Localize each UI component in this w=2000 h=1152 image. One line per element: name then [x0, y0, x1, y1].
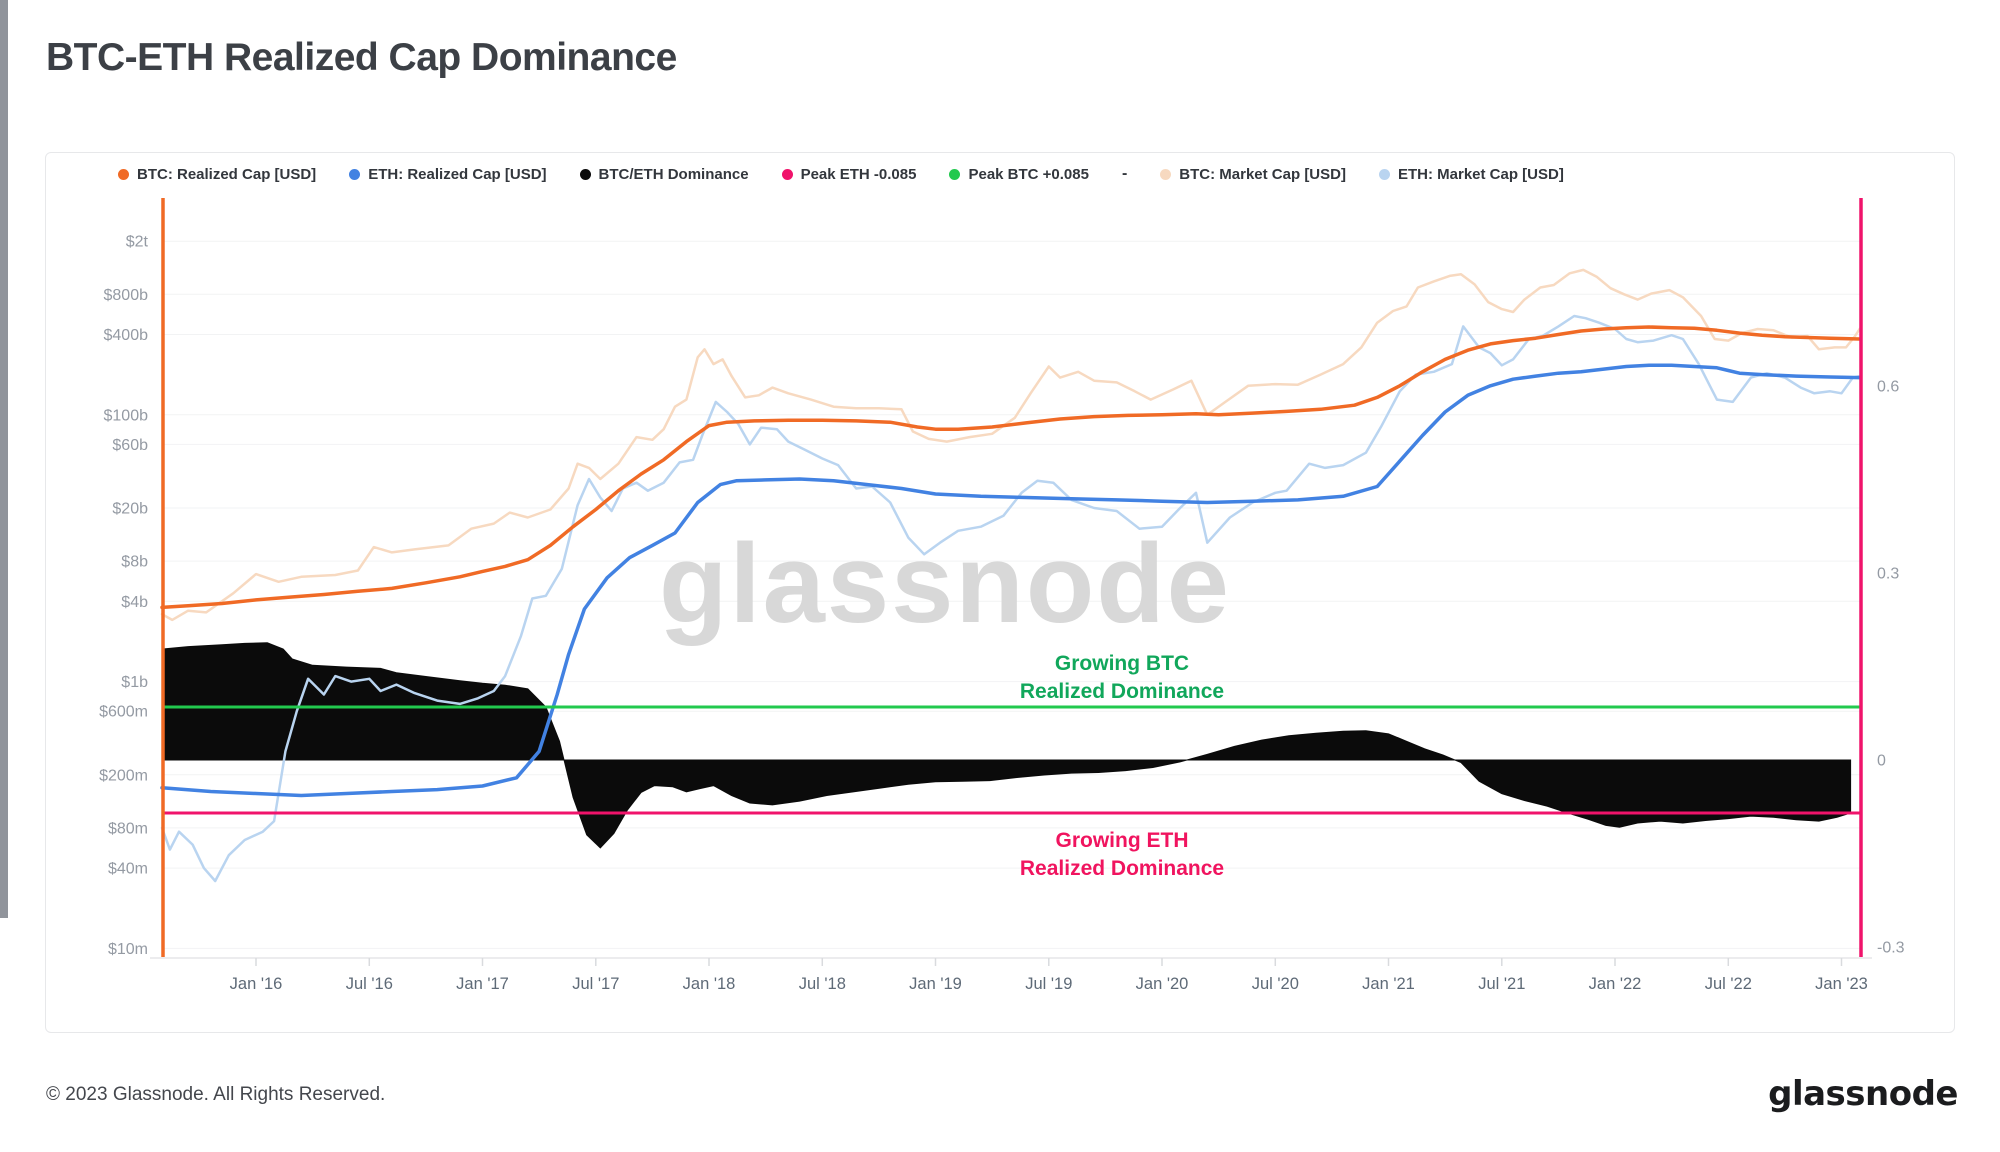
- legend-dot-icon: [1160, 168, 1172, 180]
- chart-card: [45, 152, 1955, 1033]
- legend-dot-icon: [349, 168, 361, 180]
- legend-item-label: BTC: Market Cap [USD]: [1179, 165, 1346, 183]
- legend-item-label: Peak BTC +0.085: [968, 165, 1089, 183]
- legend-item-dash[interactable]: -: [1122, 165, 1127, 183]
- legend-item-label: ETH: Market Cap [USD]: [1397, 165, 1564, 183]
- legend-dot-icon: [949, 168, 961, 180]
- legend-item-label: Peak ETH -0.085: [800, 165, 917, 183]
- legend-dot-icon: [118, 168, 129, 180]
- legend-item-btc-realized-cap-usd[interactable]: BTC: Realized Cap [USD]: [118, 166, 316, 183]
- legend-item-peak-btc-0-085[interactable]: Peak BTC +0.085: [949, 166, 1089, 183]
- glassnode-logo: glassnode: [1768, 1074, 1958, 1114]
- left-scroll-rail[interactable]: [0, 0, 8, 918]
- legend-dot-icon: [579, 168, 591, 180]
- legend-item-label: BTC/ETH Dominance: [598, 165, 749, 183]
- legend-item-label: BTC: Realized Cap [USD]: [137, 165, 317, 183]
- legend-item-label: ETH: Realized Cap [USD]: [368, 165, 547, 183]
- legend-item-label: -: [1121, 165, 1128, 182]
- legend-item-eth-realized-cap-usd[interactable]: ETH: Realized Cap [USD]: [349, 165, 547, 183]
- legend-item-btc-eth-dominance[interactable]: BTC/ETH Dominance: [579, 165, 749, 183]
- legend-item-btc-market-cap-usd[interactable]: BTC: Market Cap [USD]: [1160, 166, 1346, 183]
- legend-item-peak-eth-0-085[interactable]: Peak ETH -0.085: [781, 165, 917, 183]
- copyright-text: © 2023 Glassnode. All Rights Reserved.: [46, 1084, 386, 1105]
- legend-dot-icon: [1378, 168, 1390, 180]
- legend-dot-icon: [781, 168, 793, 180]
- legend-item-eth-market-cap-usd[interactable]: ETH: Market Cap [USD]: [1378, 165, 1564, 183]
- chart-legend: BTC: Realized Cap [USD] ETH: Realized Cap…: [118, 163, 1564, 185]
- page-title: BTC-ETH Realized Cap Dominance: [46, 36, 677, 79]
